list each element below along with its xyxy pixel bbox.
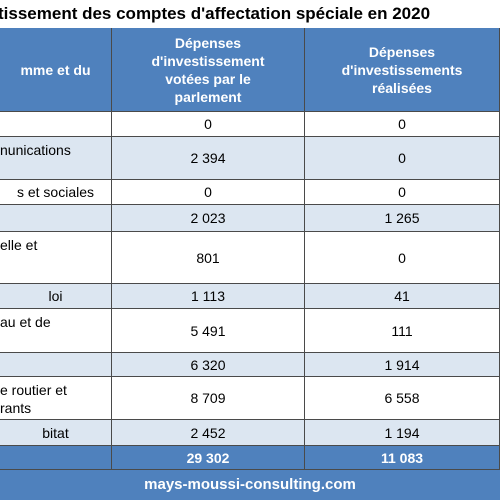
value-cell: 41 — [305, 284, 500, 309]
header-cell: Dépenses d'investissements réalisées — [305, 28, 500, 112]
row-label: bitat — [0, 420, 112, 446]
row-label: loi — [0, 284, 112, 309]
value-cell: 801 — [112, 232, 305, 284]
value-cell: 2 023 — [112, 205, 305, 232]
value-cell: 0 — [112, 180, 305, 205]
table-title: tissement des comptes d'affectation spéc… — [0, 4, 431, 23]
value-cell: 2 452 — [112, 420, 305, 446]
row-label: nunications — [0, 137, 112, 180]
value-cell: 0 — [305, 180, 500, 205]
value-cell: 0 — [305, 137, 500, 180]
row-label: s et sociales — [0, 180, 112, 205]
footer: mays-moussi-consulting.com — [0, 470, 500, 500]
total-cell: 29 302 — [112, 446, 305, 470]
value-cell: 6 320 — [112, 353, 305, 377]
header-cell: Dépenses d'investissement votées par le … — [112, 28, 305, 112]
value-cell: 1 113 — [112, 284, 305, 309]
row-label — [0, 205, 112, 232]
value-cell: 6 558 — [305, 377, 500, 420]
value-cell: 111 — [305, 309, 500, 353]
value-cell: 1 194 — [305, 420, 500, 446]
row-label: e routier et rants — [0, 377, 112, 420]
row-label: elle et — [0, 232, 112, 284]
value-cell: 1 914 — [305, 353, 500, 377]
value-cell: 1 265 — [305, 205, 500, 232]
value-cell: 0 — [305, 232, 500, 284]
total-cell: 11 083 — [305, 446, 500, 470]
header-cell: mme et du — [0, 28, 112, 112]
value-cell: 2 394 — [112, 137, 305, 180]
row-label — [0, 112, 112, 137]
value-cell: 0 — [112, 112, 305, 137]
value-cell: 8 709 — [112, 377, 305, 420]
row-label — [0, 353, 112, 377]
row-label: au et de — [0, 309, 112, 353]
value-cell: 0 — [305, 112, 500, 137]
value-cell: 5 491 — [112, 309, 305, 353]
total-cell — [0, 446, 112, 470]
